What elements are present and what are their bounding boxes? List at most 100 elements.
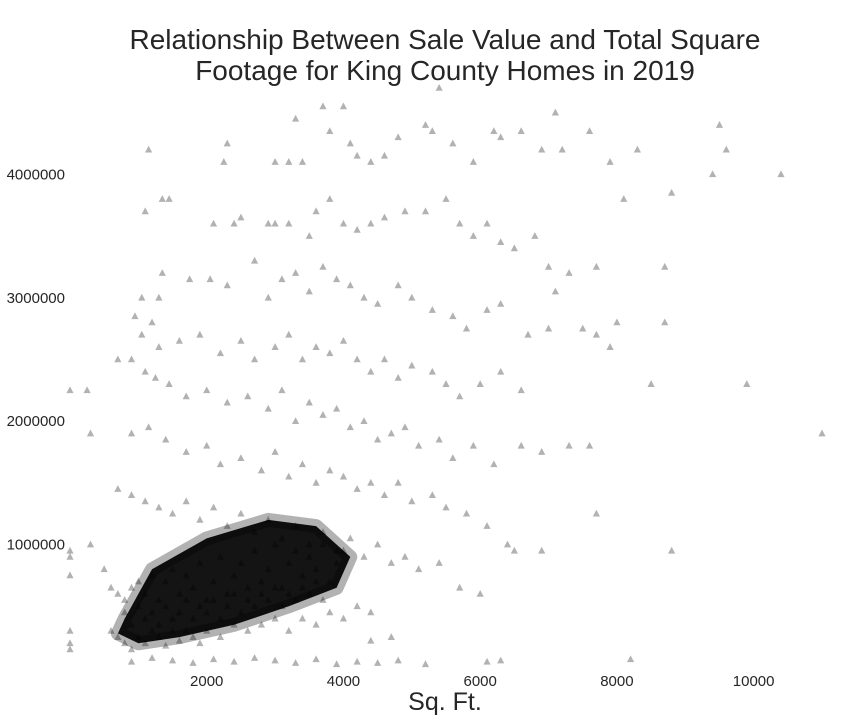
- data-point: [298, 460, 307, 468]
- data-point: [333, 559, 341, 566]
- data-point: [148, 626, 156, 634]
- data-point: [538, 546, 546, 554]
- data-point: [114, 633, 122, 640]
- data-point: [141, 367, 149, 375]
- data-point: [394, 374, 402, 381]
- data-point: [565, 269, 573, 276]
- data-point: [285, 589, 293, 597]
- data-point: [114, 355, 122, 363]
- data-point: [367, 636, 375, 644]
- data-point: [367, 608, 375, 616]
- data-point: [483, 219, 491, 227]
- data-point: [158, 269, 166, 276]
- data-point: [162, 602, 170, 610]
- data-point: [647, 380, 655, 387]
- data-point: [196, 330, 204, 338]
- data-point: [223, 398, 231, 406]
- data-point: [346, 139, 354, 147]
- data-point: [271, 540, 279, 548]
- data-point: [189, 614, 197, 622]
- data-point: [326, 127, 334, 134]
- data-point: [66, 546, 74, 554]
- data-point: [367, 367, 375, 375]
- data-point: [592, 330, 600, 338]
- data-point: [175, 336, 183, 344]
- data-point: [367, 219, 375, 227]
- data-point: [326, 466, 334, 474]
- data-point: [230, 620, 238, 628]
- data-point: [237, 454, 245, 462]
- data-point: [626, 655, 635, 663]
- data-point: [339, 102, 348, 110]
- data-point: [421, 207, 430, 215]
- data-point: [374, 299, 382, 307]
- data-point: [237, 336, 245, 344]
- data-point: [278, 583, 286, 591]
- data-point: [155, 620, 163, 628]
- data-point: [127, 429, 136, 437]
- data-point: [374, 540, 382, 548]
- data-point: [661, 318, 669, 326]
- data-point: [127, 583, 136, 591]
- data-point: [483, 522, 491, 529]
- data-point: [271, 448, 279, 455]
- data-point: [134, 602, 142, 610]
- data-point: [165, 380, 173, 387]
- data-point: [257, 620, 266, 628]
- data-point: [551, 108, 559, 116]
- data-point: [476, 380, 484, 387]
- data-point: [360, 552, 368, 560]
- data-point: [312, 478, 320, 486]
- data-point: [524, 330, 532, 338]
- data-point: [394, 478, 402, 486]
- data-point: [203, 596, 211, 603]
- data-point: [100, 565, 108, 573]
- data-point: [148, 571, 156, 579]
- data-point: [182, 392, 190, 400]
- data-point: [339, 472, 348, 480]
- data-point: [435, 559, 443, 566]
- data-point: [442, 503, 450, 511]
- data-point: [292, 596, 300, 603]
- data-point: [230, 219, 238, 227]
- data-point: [442, 195, 450, 202]
- data-point: [162, 577, 170, 585]
- data-point: [209, 577, 218, 585]
- data-point: [285, 330, 293, 338]
- data-point: [285, 158, 293, 165]
- data-point: [305, 552, 313, 560]
- data-point: [312, 655, 320, 663]
- data-point: [319, 262, 327, 270]
- data-point: [469, 232, 477, 239]
- data-point: [257, 589, 266, 597]
- data-point: [510, 546, 518, 554]
- data-point: [346, 423, 354, 431]
- data-point: [312, 565, 320, 573]
- data-point: [196, 515, 204, 523]
- y-tick-label: 2000000: [7, 413, 65, 430]
- data-point: [326, 195, 334, 202]
- data-point: [168, 656, 177, 664]
- data-point: [292, 269, 300, 276]
- data-point: [353, 485, 361, 492]
- x-axis-ticks: 2000 4000 6000 8000 10000: [190, 673, 774, 690]
- x-tick-label: 2000: [190, 673, 223, 690]
- data-point: [551, 287, 559, 295]
- data-point: [278, 275, 286, 283]
- data-point: [216, 614, 224, 622]
- data-point: [285, 559, 293, 566]
- data-point: [216, 552, 224, 560]
- data-point: [203, 386, 211, 394]
- data-point: [517, 386, 525, 394]
- data-point: [271, 614, 279, 622]
- data-point: [394, 133, 402, 141]
- data-point: [141, 614, 149, 622]
- data-point: [257, 466, 266, 474]
- data-point: [462, 509, 471, 517]
- data-point: [162, 641, 170, 649]
- data-point: [230, 571, 238, 579]
- data-point: [353, 225, 361, 233]
- data-point: [244, 596, 252, 603]
- data-point: [66, 386, 74, 394]
- data-point: [107, 626, 115, 634]
